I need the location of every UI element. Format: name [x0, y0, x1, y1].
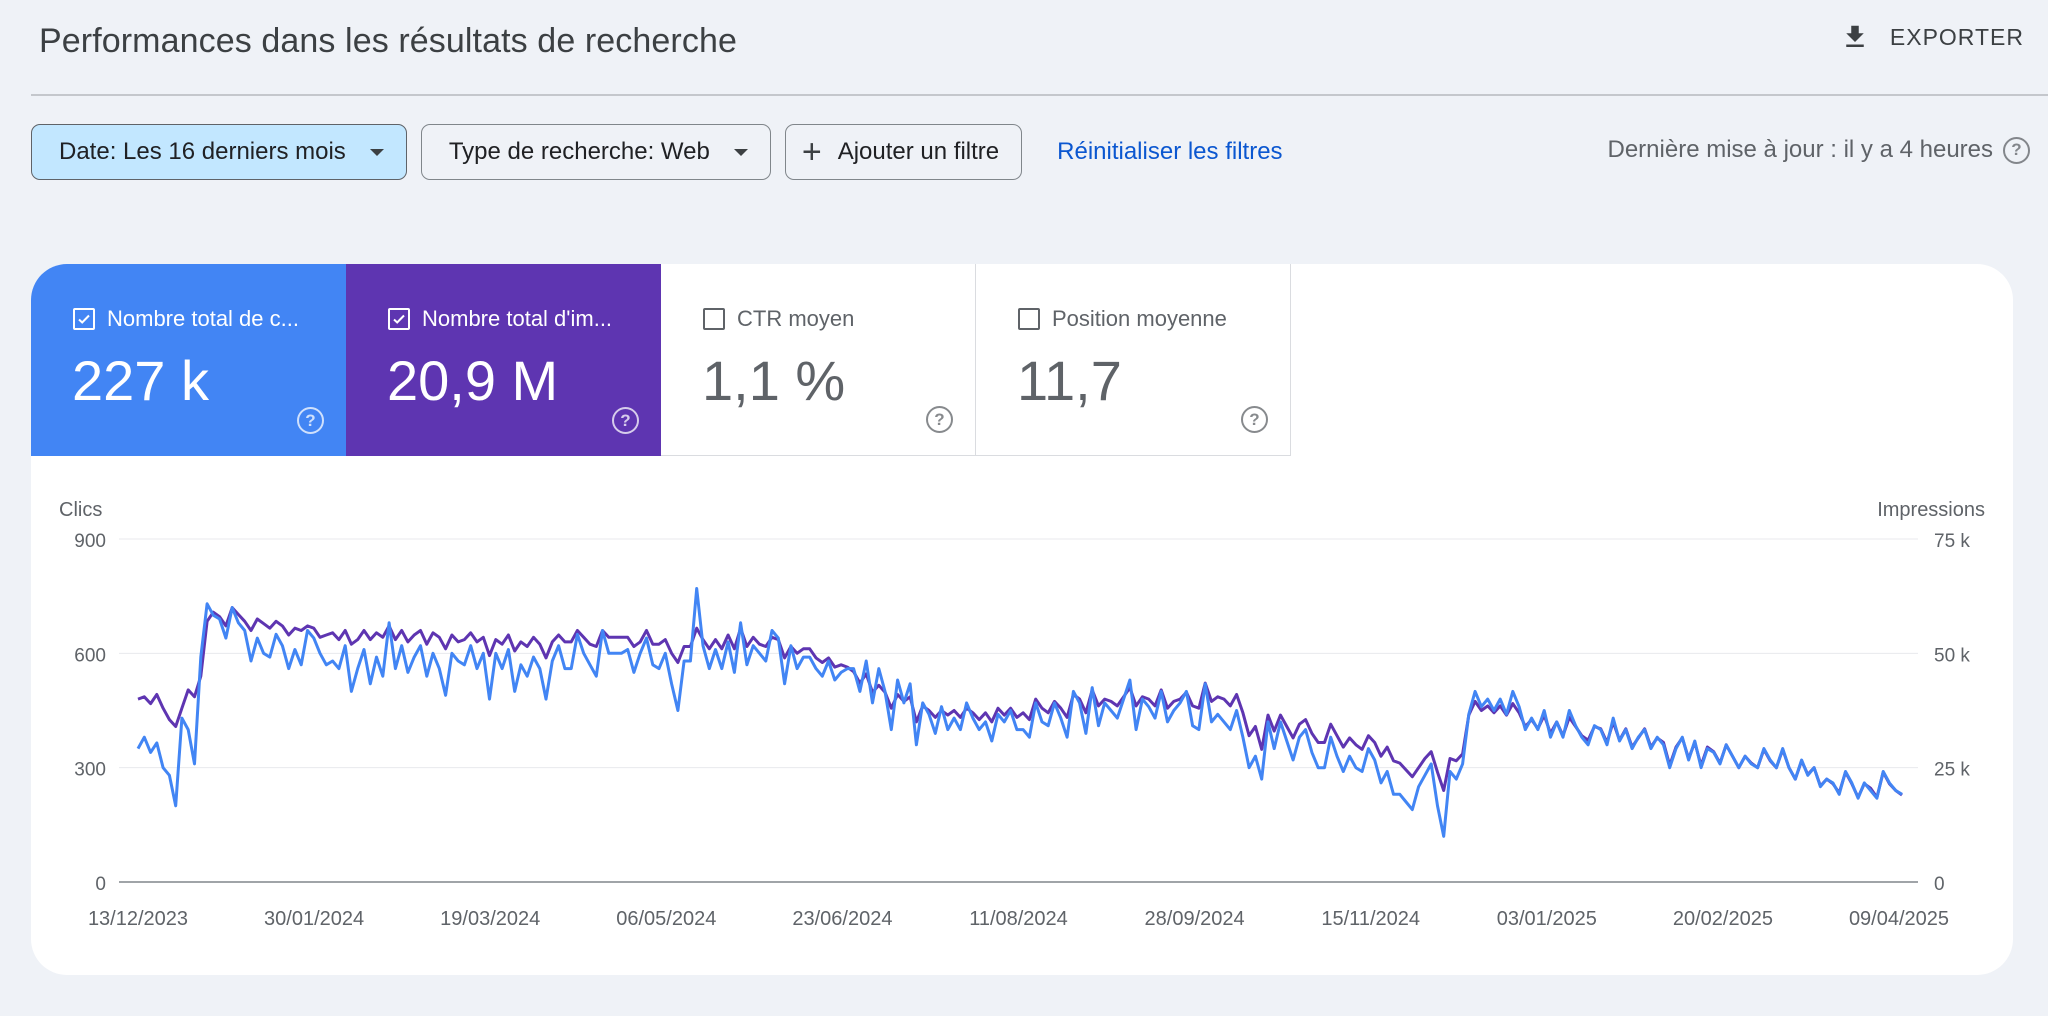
right-axis-tick-label: 0 [1934, 874, 1945, 895]
left-axis-tick-label: 300 [74, 760, 106, 781]
x-axis-tick-label: 28/09/2024 [1145, 908, 1245, 930]
x-axis-tick-label: 23/06/2024 [792, 908, 892, 930]
help-icon[interactable]: ? [926, 406, 953, 433]
metric-label-text: Position moyenne [1052, 306, 1227, 331]
help-icon[interactable]: ? [2003, 136, 2030, 164]
search-type-label: Type de recherche: Web [448, 138, 710, 165]
x-axis-tick-label: 06/05/2024 [616, 908, 716, 930]
checkbox-unchecked-icon[interactable] [703, 308, 725, 330]
x-axis-tick-label: 19/03/2024 [440, 908, 540, 930]
left-axis-tick-label: 0 [95, 874, 106, 895]
performance-chart: 900 75 k 600 50 k 300 25 k 0 0 Clics Impressions 1… [59, 499, 1985, 930]
series-line-clics [136, 587, 1903, 838]
x-axis-tick-label: 13/12/2023 [88, 908, 188, 930]
metric-label: Position moyenne [1018, 306, 1227, 332]
metric-label: Nombre total d'im... [388, 306, 612, 332]
x-axis-tick-label: 20/02/2025 [1673, 908, 1773, 930]
export-label: EXPORTER [1889, 23, 2024, 50]
metric-total-clicks[interactable]: Nombre total de c... 227 k ? [31, 264, 346, 456]
dropdown-arrow-icon [369, 148, 384, 156]
page-header: Performances dans les résultats de reche… [0, 0, 2048, 96]
search-type-filter-chip[interactable]: Type de recherche: Web [420, 124, 771, 180]
series-line-impressions [137, 606, 1903, 799]
help-icon[interactable]: ? [297, 407, 324, 434]
x-axis-tick-label: 03/01/2025 [1497, 908, 1597, 930]
metric-label: Nombre total de c... [73, 306, 299, 332]
page-title: Performances dans les résultats de reche… [39, 22, 737, 60]
plus-icon: + [801, 133, 822, 171]
metric-label-text: Nombre total de c... [107, 306, 299, 331]
reset-filters-link[interactable]: Réinitialiser les filtres [1057, 138, 1283, 165]
metric-value: 20,9 M [387, 349, 559, 412]
last-updated: Dernière mise à jour : il y a 4 heures ? [1607, 136, 2030, 164]
help-icon[interactable]: ? [1241, 406, 1268, 433]
help-icon[interactable]: ? [612, 407, 639, 434]
filter-bar: Date: Les 16 derniers mois Type de reche… [31, 124, 1283, 180]
x-axis-tick-label: 30/01/2024 [264, 908, 364, 930]
checkbox-checked-icon[interactable] [388, 308, 410, 330]
checkbox-checked-icon[interactable] [73, 308, 95, 330]
metric-label-text: Nombre total d'im... [422, 306, 613, 331]
date-filter-chip[interactable]: Date: Les 16 derniers mois [31, 124, 407, 180]
metric-total-impressions[interactable]: Nombre total d'im... 20,9 M ? [346, 264, 661, 456]
export-button[interactable]: EXPORTER [1840, 22, 2024, 52]
dropdown-arrow-icon [733, 148, 748, 156]
right-axis-label: Impressions [1877, 499, 1985, 521]
x-axis-tick-label: 11/08/2024 [969, 908, 1068, 930]
metric-label: CTR moyen [703, 306, 854, 332]
add-filter-label: Ajouter un filtre [837, 138, 1000, 165]
last-updated-text: Dernière mise à jour : il y a 4 heures [1607, 136, 1994, 163]
x-axis-tick-label: 15/11/2024 [1321, 908, 1420, 930]
metric-average-ctr[interactable]: CTR moyen 1,1 % ? [661, 264, 976, 456]
metric-value: 11,7 [1017, 349, 1122, 412]
performance-card: 900 75 k 600 50 k 300 25 k 0 0 Clics Impressions 1… [31, 264, 2013, 975]
right-axis-tick-label: 75 k [1934, 531, 1970, 552]
checkbox-unchecked-icon[interactable] [1018, 308, 1040, 330]
left-axis-tick-label: 600 [74, 645, 106, 666]
x-axis-tick-label: 09/04/2025 [1849, 908, 1949, 930]
download-icon [1846, 25, 1864, 47]
right-axis-tick-label: 50 k [1934, 645, 1970, 666]
date-filter-label: Date: Les 16 derniers mois [59, 138, 346, 165]
metric-average-position[interactable]: Position moyenne 11,7 ? [976, 264, 1291, 456]
metric-value: 1,1 % [702, 349, 846, 412]
metric-value: 227 k [72, 349, 209, 412]
right-axis-tick-label: 25 k [1934, 760, 1970, 781]
metric-label-text: CTR moyen [737, 306, 855, 331]
left-axis-label: Clics [59, 499, 102, 521]
left-axis-tick-label: 900 [74, 531, 106, 552]
add-filter-button[interactable]: + Ajouter un filtre [784, 124, 1023, 180]
header-divider [31, 94, 2048, 96]
metric-tabs: Nombre total de c... 227 k ? Nombre tota… [31, 264, 1291, 456]
